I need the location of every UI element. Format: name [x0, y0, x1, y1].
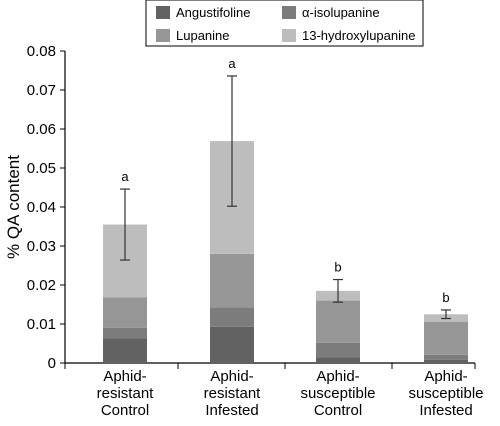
bar-segment	[210, 307, 254, 327]
legend-label: 13-hydroxylupanine	[302, 28, 415, 43]
bar-segment	[103, 327, 147, 339]
legend-swatch	[156, 6, 170, 19]
y-tick-label: 0.06	[27, 121, 56, 138]
x-category-label: Aphid-	[316, 368, 359, 385]
significance-label: a	[121, 169, 129, 184]
y-tick-label: 0.03	[27, 238, 56, 255]
x-category-label: resistant	[97, 385, 155, 402]
bar-segment	[424, 359, 468, 363]
bar-segment	[103, 338, 147, 363]
y-tick-label: 0.08	[27, 43, 56, 60]
x-category-label: Aphid-	[424, 368, 467, 385]
legend-label: α-isolupanine	[302, 5, 380, 20]
x-category-label: Infested	[419, 402, 472, 419]
x-category-label: Infested	[205, 402, 258, 419]
y-tick-label: 0	[48, 355, 56, 372]
significance-label: a	[228, 56, 236, 71]
y-tick-label: 0.01	[27, 316, 56, 333]
bar-segment	[424, 354, 468, 360]
y-axis-title: % QA content	[4, 155, 23, 259]
legend-label: Lupanine	[176, 28, 230, 43]
bar-segment	[316, 300, 360, 343]
x-category-label: Aphid-	[103, 368, 146, 385]
y-tick-label: 0.04	[27, 199, 56, 216]
y-tick-label: 0.05	[27, 160, 56, 177]
legend-label: Angustifoline	[176, 5, 250, 20]
x-category-label: susceptible	[300, 385, 375, 402]
x-category-label: Control	[101, 402, 149, 419]
x-category-label: susceptible	[408, 385, 483, 402]
bar-segment	[103, 297, 147, 328]
bar-segment	[316, 357, 360, 363]
legend-swatch	[282, 6, 296, 19]
x-category-label: Aphid-	[210, 368, 253, 385]
x-category-label: resistant	[204, 385, 262, 402]
x-category-label: Control	[314, 402, 362, 419]
significance-label: b	[442, 290, 449, 305]
bar-segment	[316, 342, 360, 358]
legend-swatch	[156, 29, 170, 42]
bar-segment	[210, 253, 254, 308]
bar-segment	[424, 321, 468, 355]
bar-segment	[210, 326, 254, 363]
significance-label: b	[334, 260, 341, 275]
y-tick-label: 0.07	[27, 82, 56, 99]
y-tick-label: 0.02	[27, 277, 56, 294]
legend-swatch	[282, 29, 296, 42]
